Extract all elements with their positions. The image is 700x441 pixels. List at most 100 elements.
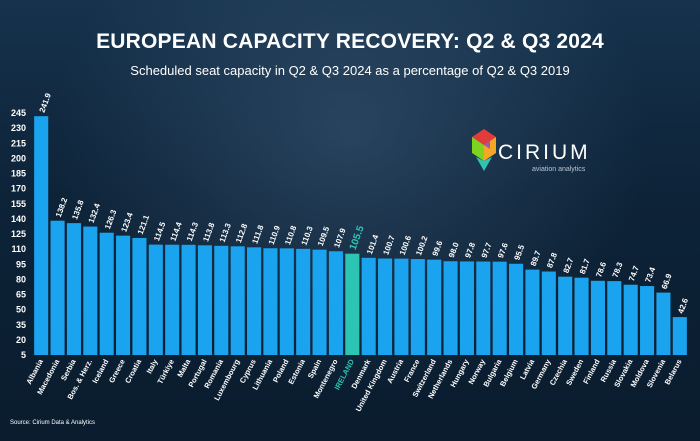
bar <box>459 261 474 355</box>
bar <box>656 292 671 355</box>
y-tick-label: 80 <box>16 274 26 284</box>
y-tick-label: 65 <box>16 290 26 300</box>
data-label: 99.6 <box>431 239 445 257</box>
bar <box>181 244 196 355</box>
data-label: 81.7 <box>578 257 592 275</box>
bar <box>50 220 65 355</box>
bar <box>394 258 409 355</box>
data-label: 97.6 <box>496 241 510 259</box>
y-tick-label: 95 <box>16 259 26 269</box>
cirium-logo-icon <box>472 129 496 171</box>
data-label: 107.9 <box>332 227 347 249</box>
chart-title: EUROPEAN CAPACITY RECOVERY: Q2 & Q3 2024 <box>96 30 604 53</box>
data-label: 100.6 <box>398 234 413 256</box>
y-tick-label: 170 <box>11 184 26 194</box>
category-label: Italy <box>145 357 160 375</box>
bar <box>574 277 589 355</box>
y-tick-label: 50 <box>16 305 26 315</box>
source-note: Source: Cirium Data & Analytics <box>10 420 96 426</box>
y-tick-label: 185 <box>11 169 26 179</box>
bar <box>312 249 327 355</box>
data-label: 66.9 <box>660 272 674 290</box>
bar <box>541 271 556 355</box>
bar <box>607 281 622 355</box>
data-label: 114.5 <box>152 220 167 242</box>
bar <box>623 284 638 355</box>
data-label: 132.4 <box>87 202 102 224</box>
y-tick-label: 5 <box>21 350 26 360</box>
bar <box>590 280 605 355</box>
data-label: 123.4 <box>119 211 134 233</box>
data-label: 101.4 <box>365 233 380 255</box>
data-label: 78.6 <box>594 260 608 278</box>
data-label: 100.2 <box>414 234 429 256</box>
bar <box>492 261 507 355</box>
bar <box>640 286 655 355</box>
data-label: 138.2 <box>54 196 69 218</box>
data-label: 109.5 <box>316 225 331 247</box>
bar <box>558 276 573 355</box>
data-label: 87.8 <box>545 251 559 269</box>
data-label: 126.3 <box>103 208 118 230</box>
data-label: 82.7 <box>562 256 576 274</box>
bar <box>427 259 442 355</box>
bar <box>99 232 114 355</box>
data-label: 97.8 <box>463 241 477 259</box>
bar <box>279 248 294 355</box>
logo-name: CIRIUM <box>498 141 591 164</box>
data-label: 121.1 <box>136 213 151 235</box>
data-label: 114.3 <box>185 220 200 242</box>
y-tick-label: 20 <box>16 335 26 345</box>
bar <box>509 263 524 355</box>
data-label: 110.8 <box>283 224 298 246</box>
data-label: 241.9 <box>38 91 53 113</box>
bar <box>66 223 81 355</box>
data-label: 113.8 <box>201 221 216 243</box>
bar <box>83 226 98 355</box>
data-label: 89.7 <box>529 249 543 267</box>
data-label: 73.4 <box>643 265 657 283</box>
data-label: 105.5 <box>348 224 367 252</box>
y-tick-label: 245 <box>11 108 26 118</box>
bar <box>525 269 540 355</box>
chart-subtitle: Scheduled seat capacity in Q2 & Q3 2024 … <box>130 63 570 78</box>
bar <box>34 116 49 355</box>
data-label: 98.0 <box>447 241 461 259</box>
bar <box>361 257 376 355</box>
data-label: 112.8 <box>234 222 249 244</box>
bar <box>672 317 687 355</box>
bar <box>345 253 360 355</box>
data-label: 78.3 <box>611 261 625 279</box>
bar <box>165 244 180 355</box>
data-label: 114.4 <box>169 220 184 242</box>
data-label: 113.3 <box>218 222 233 244</box>
y-tick-label: 215 <box>11 138 26 148</box>
bar <box>328 251 343 355</box>
data-label: 95.5 <box>512 243 526 261</box>
data-label: 97.7 <box>480 241 494 259</box>
logo-tagline: aviation analytics <box>532 166 586 173</box>
bar <box>132 237 147 355</box>
bar <box>214 245 229 355</box>
y-tick-label: 155 <box>11 199 26 209</box>
bar <box>296 248 311 355</box>
bar <box>476 261 491 355</box>
category-label: Estonia <box>286 357 307 386</box>
y-tick-label: 140 <box>11 214 26 224</box>
y-tick-label: 35 <box>16 320 26 330</box>
data-label: 100.7 <box>381 234 396 256</box>
data-label: 111.8 <box>250 223 265 245</box>
data-label: 110.9 <box>267 224 282 246</box>
bar <box>230 246 245 355</box>
bar <box>247 247 262 355</box>
bar <box>410 259 425 355</box>
y-tick-label: 110 <box>11 244 26 254</box>
category-label: Croatia <box>123 357 143 385</box>
bar <box>378 258 393 355</box>
bar <box>148 244 163 355</box>
bar <box>443 261 458 355</box>
data-label: 74.7 <box>627 264 641 282</box>
bar <box>197 245 212 355</box>
